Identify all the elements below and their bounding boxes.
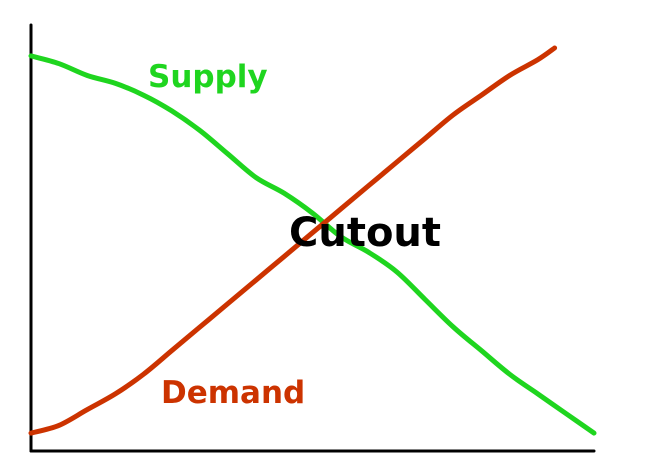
- supply-curve: [28, 53, 597, 436]
- demand-curve: [28, 45, 558, 436]
- supply-label: Supply: [148, 59, 268, 95]
- cutout-annotation: Cutout: [289, 210, 441, 256]
- demand-label: Demand: [161, 375, 305, 411]
